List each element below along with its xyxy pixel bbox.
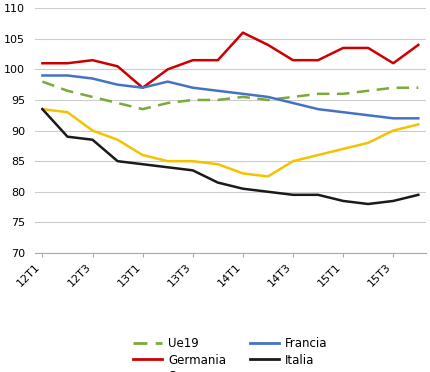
Legend: Ue19, Germania, Spagna, Francia, Italia: Ue19, Germania, Spagna, Francia, Italia bbox=[128, 332, 332, 372]
